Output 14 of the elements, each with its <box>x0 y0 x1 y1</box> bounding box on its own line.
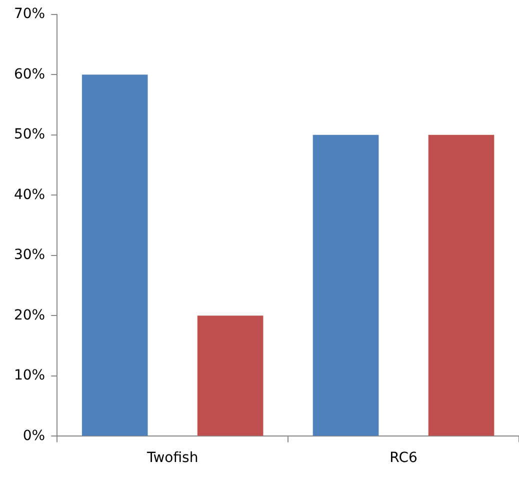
y-tick-label: 40% <box>14 186 46 203</box>
y-tick-label: 50% <box>14 126 46 143</box>
y-tick-label: 0% <box>22 428 46 444</box>
y-tick-label: 10% <box>14 368 46 384</box>
y-tick-label: 70% <box>14 6 46 22</box>
y-tick-label: 30% <box>14 247 46 264</box>
x-tick-label: Twofish <box>146 450 198 466</box>
x-tick-label: RC6 <box>390 450 418 466</box>
bar <box>82 74 148 436</box>
bar <box>428 134 494 436</box>
y-tick-label: 60% <box>14 66 46 82</box>
y-tick-label: 20% <box>14 307 46 324</box>
bar <box>197 316 264 436</box>
bar <box>312 134 379 436</box>
